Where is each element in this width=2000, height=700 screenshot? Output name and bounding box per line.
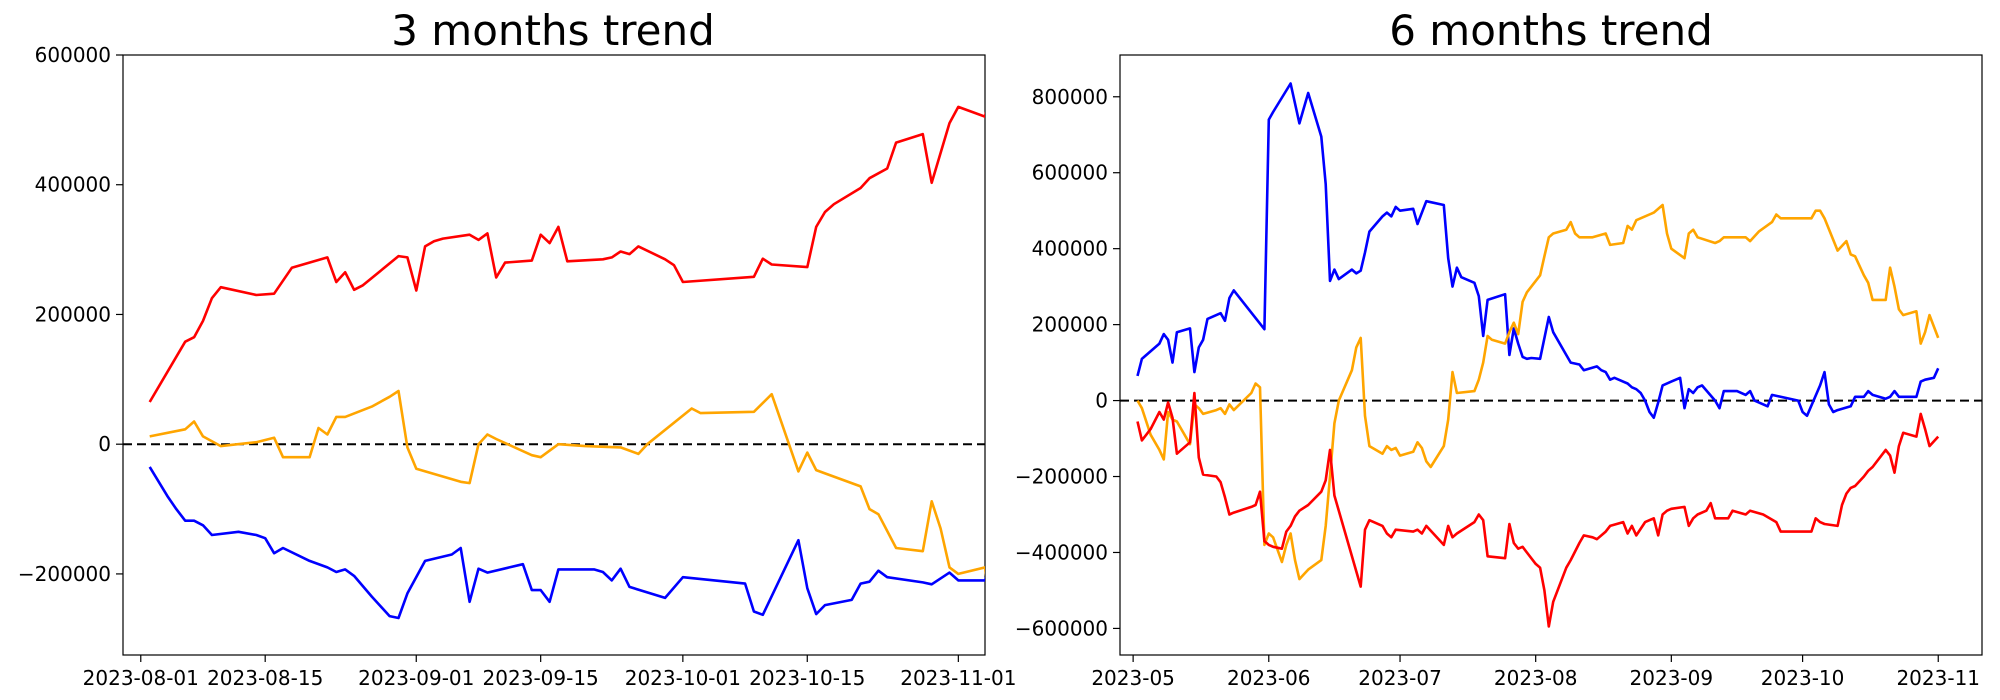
y-tick-label: 400000: [1032, 237, 1108, 261]
y-tick-label: 200000: [1032, 313, 1108, 337]
x-tick-label: 2023-08: [1494, 666, 1578, 690]
plot-area-frame: [122, 54, 986, 656]
series-line: [1136, 203, 1940, 581]
x-tick-label: 2023-10: [1761, 666, 1845, 690]
x-tick-label: 2023-06: [1227, 666, 1311, 690]
y-tick-label: 0: [98, 432, 111, 456]
y-tick-label: 600000: [1032, 161, 1108, 185]
y-tick-label: 400000: [35, 173, 111, 197]
y-tick-label: 800000: [1032, 85, 1108, 109]
series-line: [1136, 82, 1940, 419]
x-tick-label: 2023-08-15: [207, 666, 323, 690]
x-tick-label: 2023-09-15: [483, 666, 599, 690]
x-tick-label: 2023-09-01: [358, 666, 474, 690]
x-tick-label: 2023-11: [1896, 666, 1980, 690]
chart-title: 3 months trend: [391, 6, 715, 55]
x-tick-label: 2023-09: [1630, 666, 1714, 690]
series-line: [148, 466, 985, 620]
series-line: [1136, 391, 1940, 628]
series-line: [149, 389, 985, 577]
y-tick-label: −400000: [1015, 540, 1108, 564]
x-tick-label: 2023-07: [1358, 666, 1442, 690]
chart-panel-3-months: 3 months trend −200000 0 200000 400000 60000…: [18, 6, 1017, 690]
y-tick-label: 200000: [35, 302, 111, 326]
y-tick-label: 600000: [35, 43, 111, 67]
plot-area-frame: [1119, 54, 1983, 656]
chart-panel-6-months: 6 months trend −600000 −400000 −200000 0 200…: [1015, 6, 1983, 690]
x-tick-label: 2023-08-01: [83, 666, 199, 690]
x-tick-label: 2023-10-01: [625, 666, 741, 690]
series-line: [148, 105, 985, 403]
x-tick-label: 2023-05: [1091, 666, 1175, 690]
x-tick-label: 2023-10-15: [749, 666, 865, 690]
chart-title: 6 months trend: [1389, 6, 1713, 55]
y-tick-label: −600000: [1015, 616, 1108, 640]
x-tick-label: 2023-11-01: [900, 666, 1016, 690]
y-tick-label: 0: [1095, 389, 1108, 413]
y-tick-label: −200000: [18, 562, 111, 586]
y-tick-label: −200000: [1015, 465, 1108, 489]
